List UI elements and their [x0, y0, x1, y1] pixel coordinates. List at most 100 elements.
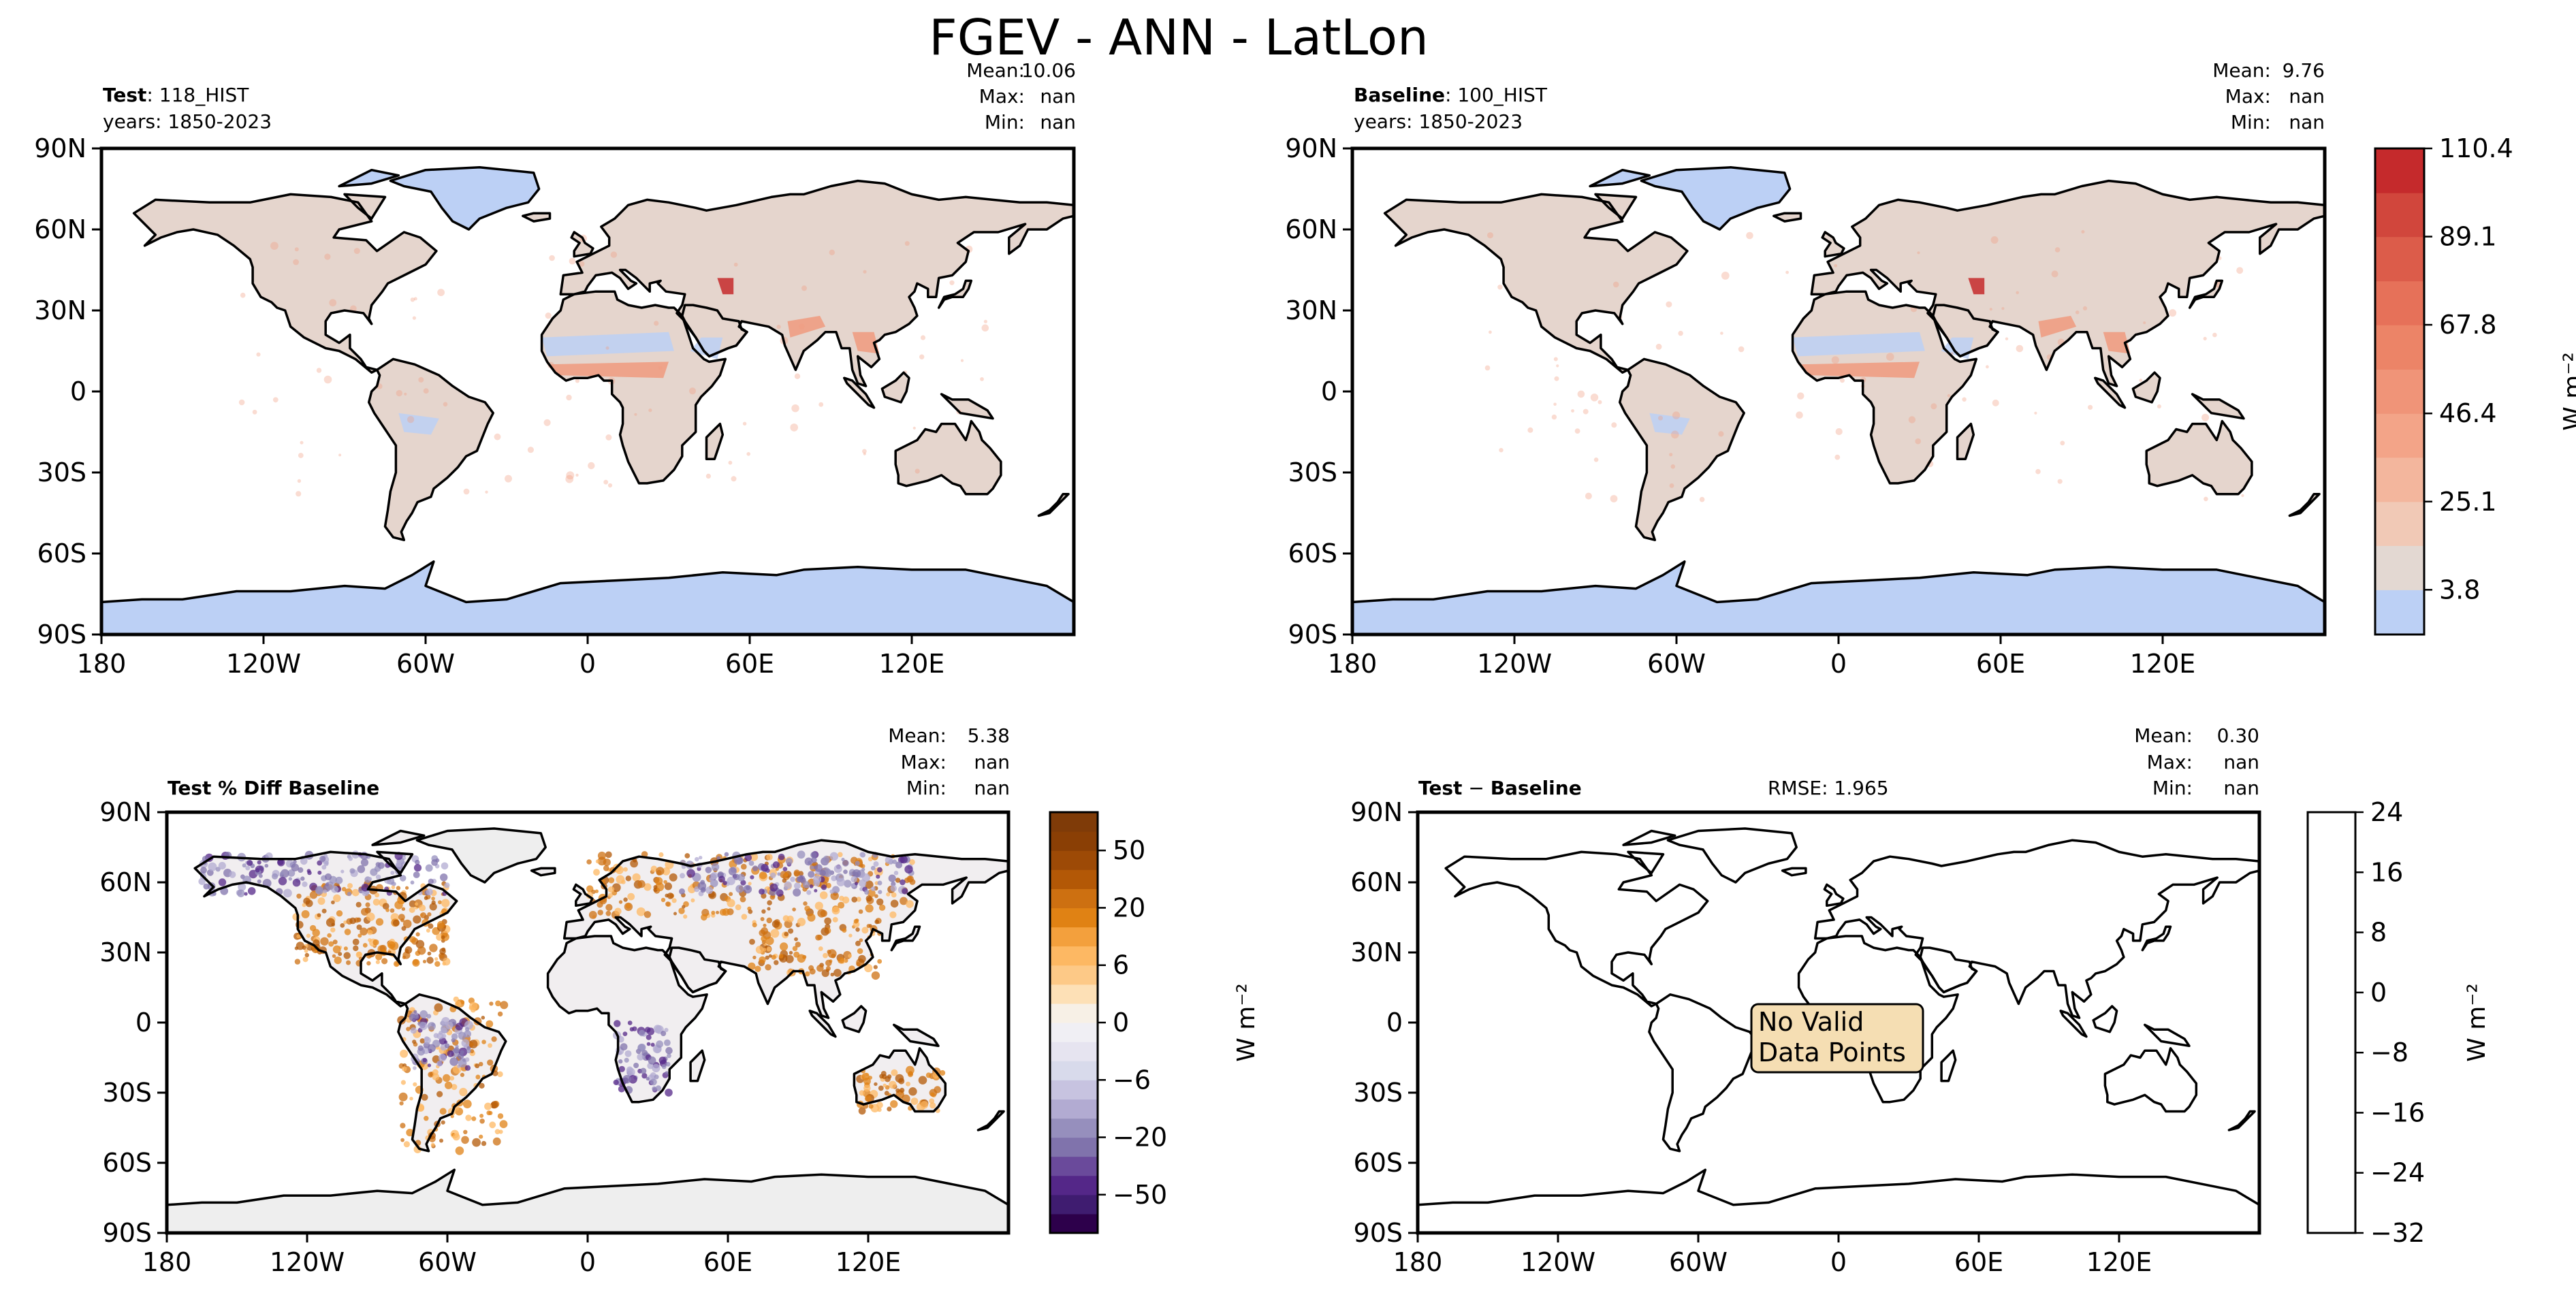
field-speck: [809, 884, 814, 888]
field-speck: [782, 915, 789, 922]
field-speck: [711, 910, 716, 915]
land-madagascar: [1957, 423, 1974, 460]
field-speck: [302, 903, 306, 908]
field-speck: [444, 1043, 450, 1048]
field-speck: [746, 452, 750, 456]
field-speck: [497, 1113, 504, 1119]
field-patch: [2103, 332, 2131, 354]
field-speck: [347, 883, 353, 889]
field-speck: [769, 883, 778, 892]
field-speck: [806, 890, 812, 895]
land-greenland: [1668, 829, 1797, 882]
field-speck: [1499, 448, 1504, 453]
field-speck: [716, 910, 720, 914]
field-speck: [240, 292, 246, 298]
field-speck: [1574, 428, 1580, 434]
field-speck: [302, 957, 308, 963]
field-speck: [2034, 411, 2037, 415]
field-speck: [270, 242, 279, 250]
field-speck: [340, 869, 345, 873]
land-namerica: [133, 194, 436, 373]
field-speck: [357, 933, 362, 938]
stats-diff: Mean: 0.30 Max: nan Min: nan: [2134, 724, 2259, 799]
field-speck: [309, 890, 318, 899]
field-speck: [455, 1146, 464, 1155]
lon-tick-label: 120W: [270, 1247, 345, 1277]
field-speck: [754, 965, 761, 972]
field-speck: [868, 856, 873, 862]
field-speck: [255, 868, 260, 873]
field-speck: [842, 859, 849, 867]
field-speck: [350, 305, 357, 312]
no-data-line-2: Data Points: [1758, 1038, 1906, 1067]
field-speck: [449, 1057, 459, 1066]
field-speck: [761, 863, 769, 872]
field-speck: [462, 1099, 472, 1108]
field-speck: [759, 888, 765, 895]
field-speck: [1669, 453, 1673, 457]
coastline-sumatra: [808, 1010, 837, 1038]
field-speck: [1908, 416, 1916, 423]
lat-tick-label: 60N: [1350, 867, 1403, 897]
field-speck: [288, 877, 292, 881]
field-speck: [351, 888, 360, 897]
colorbar-tick-label: 67.8: [2439, 310, 2497, 340]
coastline-madagascar: [689, 1049, 706, 1082]
field-speck: [784, 881, 792, 889]
field-speck: [608, 877, 615, 884]
colorbar-frame: [2374, 147, 2426, 636]
field-speck: [434, 961, 441, 967]
field-speck: [595, 859, 600, 864]
field-speck: [653, 885, 658, 889]
field-speck: [390, 871, 395, 875]
stats-pct-diff: Mean: 5.38 Max: nan Min: nan: [888, 724, 1010, 799]
field-speck: [804, 857, 813, 866]
field-speck: [334, 957, 342, 965]
field-speck: [300, 440, 304, 445]
field-speck: [684, 853, 690, 858]
field-speck: [888, 874, 896, 882]
stat-max-label: Max:: [979, 85, 1025, 108]
lat-tick-label: 60S: [37, 539, 86, 568]
field-speck: [417, 1045, 424, 1051]
field-speck: [413, 297, 417, 301]
field-speck: [346, 960, 351, 965]
field-speck: [622, 1031, 628, 1036]
field-speck: [876, 1102, 883, 1109]
field-speck: [1834, 454, 1841, 460]
field-speck: [432, 1069, 439, 1076]
field-speck: [863, 1085, 871, 1092]
lat-tick-label: 90N: [99, 797, 152, 827]
field-patch: [852, 332, 880, 354]
panel-test-title: Test: 118_HIST: [103, 84, 249, 106]
field-speck: [789, 950, 793, 955]
stat-mean-label: Mean:: [888, 724, 947, 747]
field-speck: [777, 872, 781, 876]
field-speck: [597, 910, 603, 916]
field-speck: [908, 1087, 917, 1096]
field-speck: [814, 864, 823, 872]
field-speck: [500, 1001, 509, 1010]
field-speck: [792, 908, 796, 912]
field-speck: [722, 880, 727, 886]
coastline-samerica: [1618, 357, 1745, 541]
colorbar-tick-label: −6: [1113, 1065, 1151, 1095]
land-antarctica: [1418, 1170, 2259, 1233]
field-speck: [1785, 270, 1789, 274]
colorbar-diff: 24 16 8 0 −8 −16 −24 −32 W m⁻²: [2306, 797, 2491, 1248]
lat-tick-label: 60N: [1285, 214, 1337, 244]
colorbar-band: [1050, 1023, 1098, 1042]
colorbar-band: [1050, 850, 1098, 870]
field-speck: [323, 889, 328, 894]
colorbar-band: [2375, 501, 2424, 546]
colorbar-band: [1050, 869, 1098, 889]
field-speck: [424, 1037, 431, 1044]
field-speck: [2241, 494, 2244, 498]
field-speck: [429, 944, 438, 952]
field-speck: [654, 1074, 659, 1080]
field-speck: [637, 1053, 644, 1061]
field-speck: [338, 952, 343, 957]
lat-tick-label: 30N: [1285, 295, 1337, 325]
field-speck: [797, 875, 806, 882]
field-speck: [805, 971, 810, 977]
